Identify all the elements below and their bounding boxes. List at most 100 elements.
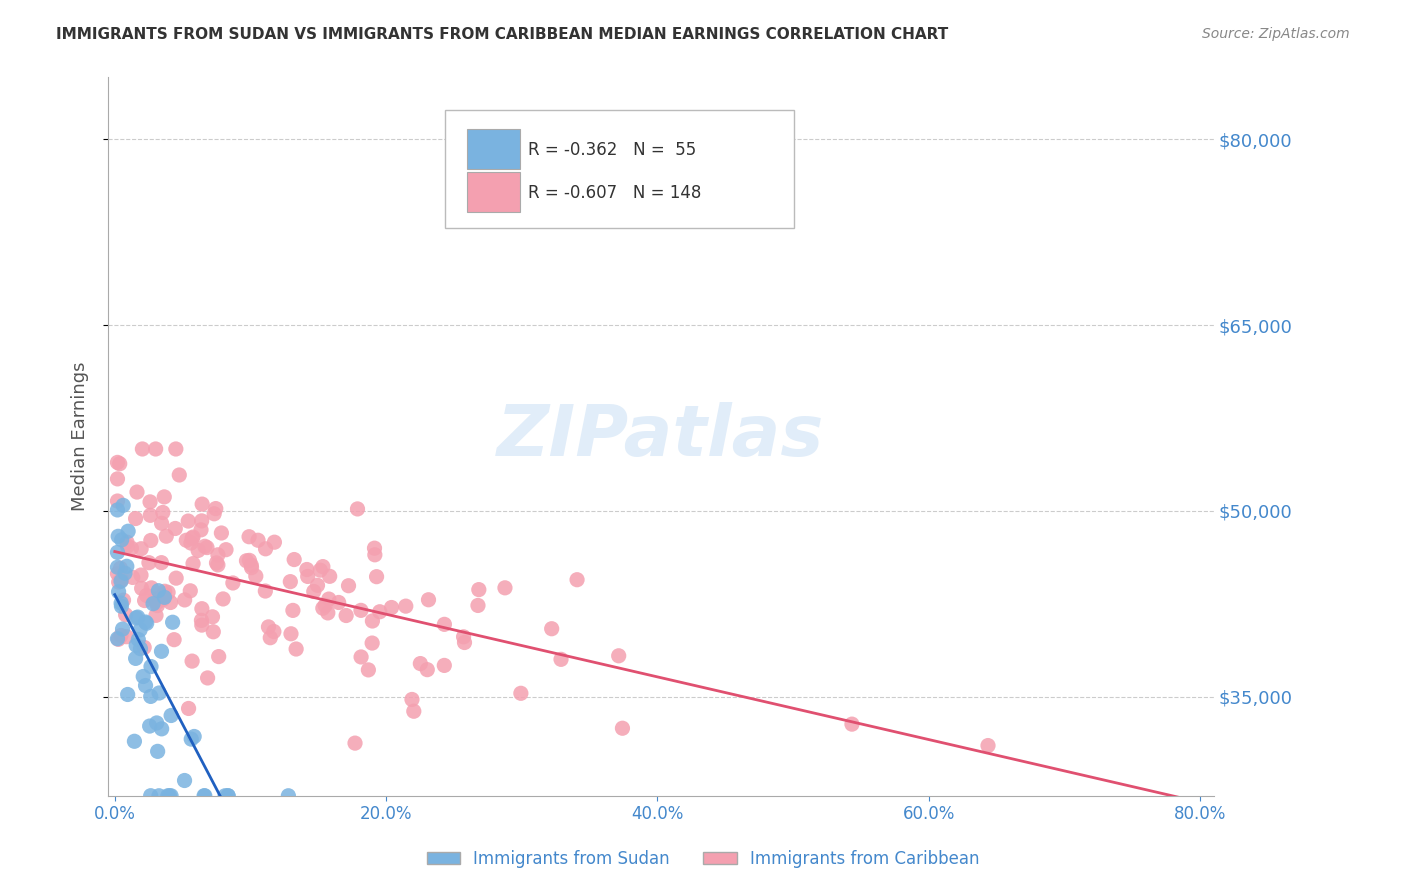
Point [139, 690, 162, 704]
Point [204, 501, 226, 516]
Point [177, 701, 200, 715]
Point [110, 561, 132, 575]
Point [125, 638, 148, 652]
Point [254, 584, 277, 599]
Point [145, 715, 167, 730]
Point [357, 663, 380, 677]
Point [494, 581, 516, 595]
Point [159, 595, 181, 609]
Point [138, 556, 160, 570]
Point [163, 632, 186, 647]
Point [107, 494, 129, 508]
Point [285, 642, 308, 657]
Point [156, 789, 179, 803]
Point [107, 455, 129, 469]
Point [612, 721, 634, 735]
Point [212, 591, 235, 606]
Point [107, 575, 129, 590]
Point [181, 531, 204, 545]
Point [401, 692, 423, 706]
Point [153, 490, 176, 504]
Point [361, 614, 384, 628]
Point [134, 640, 156, 655]
Point [150, 722, 173, 736]
Point [312, 559, 335, 574]
Point [173, 593, 195, 607]
Point [197, 671, 219, 685]
Point [115, 559, 138, 574]
Point [127, 632, 149, 647]
Point [125, 485, 148, 500]
Point [257, 620, 280, 634]
Point [254, 541, 277, 556]
Point [240, 560, 263, 574]
Point [114, 607, 136, 622]
Point [433, 617, 456, 632]
Point [180, 732, 202, 747]
Point [181, 530, 204, 544]
Point [124, 511, 146, 525]
Point [309, 563, 332, 577]
Point [145, 442, 167, 456]
Point [121, 570, 143, 584]
Point [509, 686, 531, 700]
Point [453, 635, 475, 649]
Point [202, 507, 225, 521]
Point [278, 574, 301, 589]
Point [160, 708, 183, 723]
Point [418, 592, 440, 607]
Point [607, 648, 630, 663]
Point [129, 623, 152, 637]
Point [110, 599, 132, 614]
Point [314, 599, 336, 613]
Point [402, 704, 425, 718]
Point [145, 591, 167, 606]
Point [222, 576, 245, 591]
Point [194, 539, 217, 553]
Point [152, 592, 174, 607]
Point [540, 622, 562, 636]
Point [153, 587, 176, 601]
Point [263, 535, 285, 549]
Point [312, 601, 335, 615]
Point [134, 593, 156, 607]
Point [148, 583, 170, 598]
Point [117, 539, 139, 553]
Point [183, 730, 205, 744]
Point [190, 514, 212, 528]
Point [146, 744, 169, 758]
Point [565, 573, 588, 587]
Point [238, 553, 260, 567]
Point [307, 578, 329, 592]
Point [187, 543, 209, 558]
Point [139, 789, 162, 803]
Point [190, 523, 212, 537]
Point [283, 552, 305, 566]
Point [409, 657, 432, 671]
Point [295, 562, 318, 576]
Point [152, 506, 174, 520]
Point [181, 557, 204, 571]
Point [107, 560, 129, 574]
Point [302, 584, 325, 599]
Point [318, 569, 340, 583]
Point [191, 601, 214, 615]
Point [139, 533, 162, 548]
Point [316, 606, 339, 620]
Point [263, 624, 285, 639]
Point [120, 541, 142, 556]
Point [107, 566, 129, 581]
Point [467, 599, 489, 613]
Point [107, 632, 129, 646]
Point [841, 717, 863, 731]
Point [217, 789, 239, 803]
Point [108, 457, 131, 471]
Point [344, 736, 367, 750]
Point [117, 524, 139, 539]
Point [155, 529, 177, 543]
Point [350, 603, 373, 617]
Point [176, 533, 198, 548]
Point [135, 679, 157, 693]
Point [173, 773, 195, 788]
Y-axis label: Median Earnings: Median Earnings [72, 362, 89, 511]
